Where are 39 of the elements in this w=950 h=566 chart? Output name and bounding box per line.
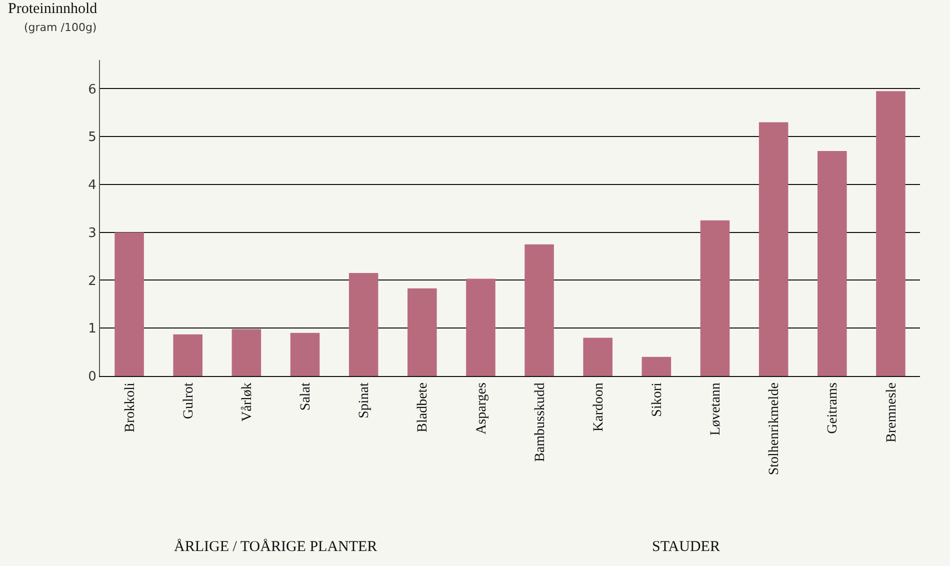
bar bbox=[232, 329, 262, 376]
x-tick-label: Gulrot bbox=[181, 382, 196, 420]
chart-title: Proteininnhold bbox=[8, 1, 98, 17]
x-tick-label: Vårløk bbox=[240, 382, 255, 422]
bar bbox=[642, 356, 672, 376]
x-tick-label: Brokkoli bbox=[122, 382, 138, 432]
bar bbox=[114, 232, 144, 376]
x-tick-label: Stolhenrikmelde bbox=[767, 382, 782, 476]
x-tick-label: Asparges bbox=[474, 382, 490, 434]
bar bbox=[173, 334, 202, 376]
text: ÅRLIGE / TOÅRIGE PLANTER bbox=[174, 538, 378, 555]
x-tick-label: Sikori bbox=[650, 382, 665, 417]
y-tick-label: 1 bbox=[88, 322, 96, 337]
bar bbox=[818, 150, 847, 376]
bar bbox=[758, 122, 788, 376]
y-tick-label: 2 bbox=[88, 274, 96, 289]
x-tick-label: Bambusskudd bbox=[532, 382, 548, 462]
y-tick-label: 4 bbox=[88, 178, 96, 194]
x-tick-label: Løvetann bbox=[708, 382, 724, 436]
y-tick-label: 0 bbox=[88, 370, 96, 385]
bar bbox=[348, 273, 378, 376]
bar bbox=[524, 244, 554, 376]
x-tick-label: Bladbete bbox=[416, 382, 431, 432]
x-tick-label: Bremnesle bbox=[884, 382, 900, 442]
x-tick-label: Geitrams bbox=[826, 382, 841, 434]
text: STAUDER bbox=[652, 539, 720, 555]
x-tick-label: Kardoon bbox=[591, 382, 606, 432]
y-tick-label: 5 bbox=[88, 130, 96, 146]
bar bbox=[408, 288, 437, 376]
x-tick-label: Salat bbox=[298, 382, 314, 411]
bar bbox=[700, 220, 730, 376]
y-axis-title: (gram /100g) bbox=[24, 21, 97, 34]
bar bbox=[583, 338, 612, 376]
bar bbox=[466, 278, 496, 376]
bar bbox=[876, 91, 906, 376]
x-tick-label: Spinat bbox=[357, 382, 372, 418]
bar bbox=[290, 332, 320, 376]
y-tick-label: 3 bbox=[88, 226, 96, 241]
y-tick-label: 6 bbox=[88, 82, 96, 98]
